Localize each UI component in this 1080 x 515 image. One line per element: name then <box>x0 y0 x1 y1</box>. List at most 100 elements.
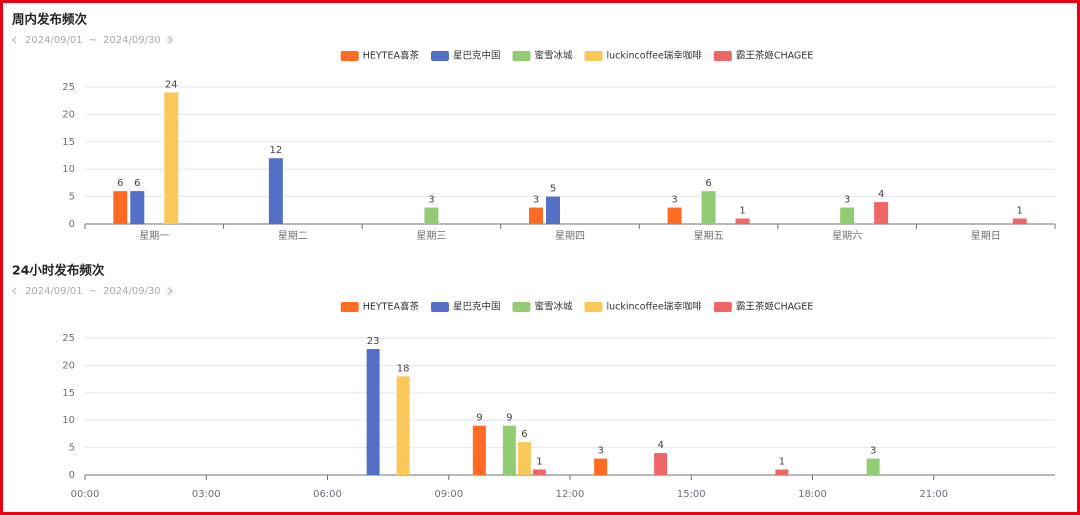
value-label: 4 <box>657 440 663 451</box>
value-label: 6 <box>117 178 123 189</box>
legend-label: 蜜雪冰城 <box>534 301 573 313</box>
value-label: 4 <box>878 189 884 200</box>
y-tick-label: 25 <box>62 333 75 344</box>
legend-label: HEYTEA喜茶 <box>363 50 420 62</box>
y-tick-label: 5 <box>69 192 75 203</box>
x-tick-label: 星期五 <box>694 230 724 242</box>
legend-label: 霸王茶姬CHAGEE <box>736 301 813 313</box>
bar <box>546 196 560 224</box>
x-tick-label: 星期三 <box>416 230 446 242</box>
range-start: 2024/09/01 <box>25 286 83 297</box>
y-tick-label: 0 <box>69 219 75 230</box>
value-label: 6 <box>134 178 140 189</box>
value-label: 9 <box>506 413 512 424</box>
legend-swatch <box>340 302 359 312</box>
bar <box>701 191 716 224</box>
legend-label: 霸王茶姬CHAGEE <box>736 50 813 62</box>
bar <box>532 469 546 475</box>
x-tick-label: 03:00 <box>192 489 221 500</box>
bar <box>366 348 380 475</box>
range-end: 2024/09/30 <box>103 35 161 46</box>
x-tick-label: 星期六 <box>832 230 862 242</box>
chart-title: 24小时发布频次 <box>12 263 105 278</box>
y-tick-label: 15 <box>62 137 75 148</box>
next-arrow-bg <box>164 286 175 296</box>
prev-arrow <box>12 36 17 44</box>
bar <box>164 92 179 224</box>
value-label: 18 <box>397 363 410 374</box>
legend-label: 星巴克中国 <box>453 50 501 62</box>
x-tick-label: 09:00 <box>434 489 463 500</box>
value-label: 6 <box>705 178 711 189</box>
bar <box>517 442 531 475</box>
x-tick-label: 星期二 <box>278 230 308 242</box>
bar <box>268 158 283 224</box>
x-tick-label: 12:00 <box>556 489 585 500</box>
x-tick-label: 00:00 <box>71 489 100 500</box>
value-label: 3 <box>844 195 850 206</box>
legend-label: luckincoffee瑞幸咖啡 <box>606 50 702 62</box>
x-tick-label: 星期日 <box>971 230 1001 242</box>
bar <box>874 202 889 224</box>
bar <box>735 218 750 224</box>
bar <box>472 425 486 475</box>
bar <box>667 207 682 224</box>
value-label: 1 <box>739 206 745 217</box>
y-tick-label: 20 <box>62 360 75 371</box>
bar <box>866 458 880 475</box>
value-label: 1 <box>779 457 785 468</box>
x-tick-label: 星期一 <box>139 230 169 242</box>
legend-swatch <box>512 302 531 312</box>
bar <box>396 376 410 475</box>
value-label: 3 <box>428 195 434 206</box>
range-end: 2024/09/30 <box>103 286 161 297</box>
value-label: 6 <box>521 429 527 440</box>
prev-arrow <box>12 287 17 295</box>
bar <box>775 469 789 475</box>
x-tick-label: 15:00 <box>677 489 706 500</box>
legend-swatch <box>430 302 449 312</box>
value-label: 24 <box>165 79 178 90</box>
value-label: 3 <box>533 195 539 206</box>
legend-label: luckincoffee瑞幸咖啡 <box>606 301 702 313</box>
bar <box>130 191 145 224</box>
x-tick-label: 21:00 <box>919 489 948 500</box>
chart-title: 周内发布频次 <box>12 12 88 27</box>
y-tick-label: 20 <box>62 109 75 120</box>
value-label: 9 <box>476 413 482 424</box>
next-arrow <box>168 287 173 295</box>
value-label: 3 <box>597 446 603 457</box>
next-arrow <box>168 36 173 44</box>
range-separator: ~ <box>89 35 97 46</box>
bar <box>113 191 128 224</box>
legend: HEYTEA喜茶 星巴克中国 蜜雪冰城 luckincoffee瑞幸咖啡 霸王茶姬CHA… <box>340 301 813 313</box>
next-arrow-bg <box>164 35 175 45</box>
value-label: 1 <box>1017 206 1023 217</box>
range-separator: ~ <box>89 286 97 297</box>
legend-label: 蜜雪冰城 <box>534 50 573 62</box>
bar <box>654 453 668 475</box>
bar <box>502 425 516 475</box>
legend-swatch <box>430 51 449 61</box>
y-tick-label: 15 <box>62 388 75 399</box>
legend-swatch <box>512 51 531 61</box>
legend-label: 星巴克中国 <box>453 301 501 313</box>
y-tick-label: 5 <box>69 443 75 454</box>
x-tick-label: 18:00 <box>798 489 827 500</box>
x-tick-label: 星期四 <box>555 230 585 242</box>
bar <box>1012 218 1027 224</box>
legend-label: HEYTEA喜茶 <box>363 301 420 313</box>
value-label: 5 <box>550 184 556 195</box>
value-label: 3 <box>671 195 677 206</box>
x-tick-label: 06:00 <box>313 489 342 500</box>
value-label: 23 <box>367 336 380 347</box>
y-tick-label: 10 <box>62 415 75 426</box>
range-start: 2024/09/01 <box>25 35 83 46</box>
bar <box>424 207 439 224</box>
y-tick-label: 25 <box>62 82 75 93</box>
bar <box>529 207 543 224</box>
y-tick-label: 10 <box>62 164 75 175</box>
y-tick-label: 0 <box>69 470 75 481</box>
